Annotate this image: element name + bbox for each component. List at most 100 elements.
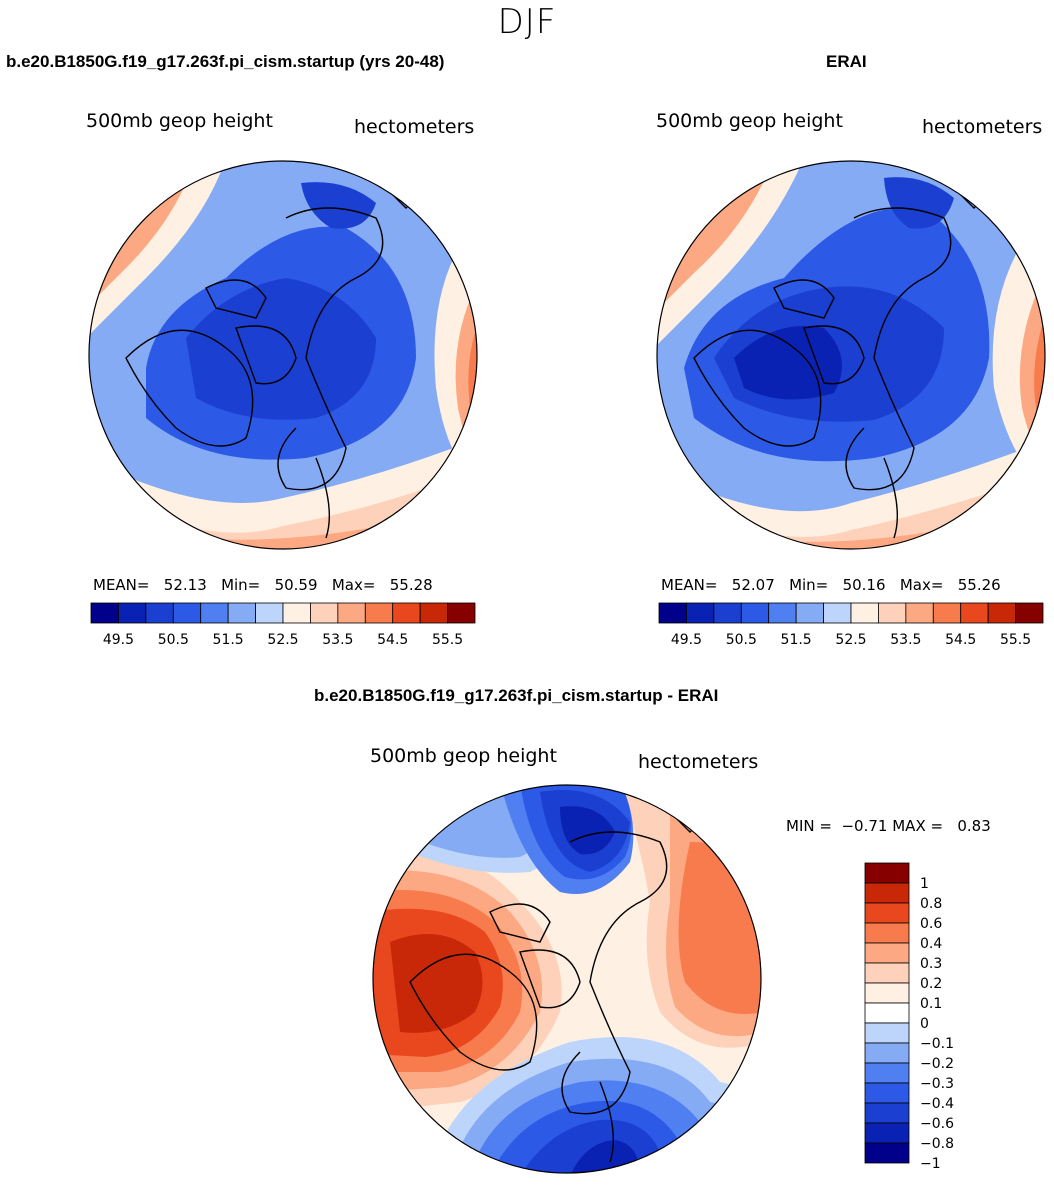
panel-3-colorbar-box [864, 1042, 910, 1064]
panel-3-colorbar-tick: −0.6 [920, 1116, 954, 1132]
panel-3-field [373, 785, 761, 1173]
panel-2-colorbar-box [740, 602, 770, 624]
panel-2-colorbar-tick: 54.5 [945, 632, 976, 648]
panel-1-colorbar-box [392, 602, 421, 624]
panel-3-min-value: −0.71 [841, 817, 888, 835]
panel-2-min-value: 50.16 [842, 576, 886, 594]
panel-2-title: ERAI [826, 52, 867, 71]
panel-2-colorbar-tick: 53.5 [890, 632, 921, 648]
panel-1-colorbar-box [255, 602, 284, 624]
panel-3-colorbar-box [864, 1142, 910, 1164]
panel-3-variable: 500mb geop height [370, 745, 557, 767]
panel-3-colorbar-box [864, 1002, 910, 1024]
panel-3-polar-map [372, 784, 762, 1174]
panel-2-colorbar-box [795, 602, 824, 624]
panel-3-colorbar-tick: 0.3 [920, 956, 942, 972]
panel-1-colorbar-box [364, 602, 394, 624]
panel-2-colorbar-box [823, 602, 852, 624]
panel-3-colorbar-tick: 0 [920, 1016, 929, 1032]
panel-3-min-label: MIN = [786, 817, 832, 835]
panel-1-field [89, 161, 477, 549]
panel-1-colorbar-box [145, 602, 174, 624]
panel-1-colorbar-box [172, 602, 202, 624]
panel-1-colorbar-box [447, 602, 476, 624]
panel-2-mean-label: MEAN= [661, 576, 718, 594]
panel-2-min-label: Min= [789, 576, 829, 594]
panel-2-polar-map [656, 160, 1046, 550]
panel-1-colorbar-tick: 50.5 [158, 632, 189, 648]
panel-3-colorbar-tick: 0.2 [920, 976, 942, 992]
panel-2-colorbar-tick: 52.5 [835, 632, 866, 648]
panel-3-colorbar-box [864, 862, 910, 884]
panel-3-colorbar-tick: 0.6 [920, 916, 942, 932]
panel-1-variable: 500mb geop height [86, 110, 273, 132]
panel-2-colorbar-box [768, 602, 797, 624]
panel-1-colorbar-tick: 54.5 [377, 632, 408, 648]
panel-1-colorbar: 49.550.551.552.553.554.555.556.5 [90, 602, 476, 648]
figure-title: DJF [497, 2, 557, 42]
panel-2-colorbar-box [713, 602, 742, 624]
panel-3-colorbar-box [864, 962, 910, 984]
panel-3-colorbar-box [864, 1062, 910, 1084]
panel-1-colorbar-tick: 51.5 [213, 632, 244, 648]
panel-1-mean-label: MEAN= [93, 576, 150, 594]
panel-3-colorbar-box [864, 922, 910, 944]
panel-1-max-value: 55.28 [389, 576, 433, 594]
panel-1-title: b.e20.B1850G.f19_g17.263f.pi_cism.startu… [6, 52, 445, 71]
panel-3-colorbar-tick: 0.1 [920, 996, 942, 1012]
panel-1-colorbar-box [282, 602, 311, 624]
panel-1-min-label: Min= [221, 576, 261, 594]
panel-2-mean-value: 52.07 [731, 576, 775, 594]
panel-2-max-value: 55.26 [957, 576, 1001, 594]
panel-3-colorbar-box [864, 902, 910, 924]
panel-2-units: hectometers [922, 116, 1043, 138]
panel-2-colorbar-box [905, 602, 934, 624]
panel-2-colorbar-box [932, 602, 962, 624]
panel-2-colorbar-box [686, 602, 715, 624]
panel-1-colorbar-box [90, 602, 119, 624]
panel-2-stats: MEAN= 52.07 Min= 50.16 Max= 55.26 [661, 576, 1001, 594]
panel-3-max-value: 0.83 [957, 817, 991, 835]
panel-3-colorbar-box [864, 1102, 910, 1124]
panel-2-colorbar-box [850, 602, 879, 624]
panel-1-colorbar-box [227, 602, 256, 624]
panel-1-colorbar-tick: 53.5 [322, 632, 353, 648]
panel-2-colorbar-tick: 51.5 [781, 632, 812, 648]
panel-3-colorbar-tick: −0.3 [920, 1076, 954, 1092]
panel-1-colorbar-box [419, 602, 448, 624]
panel-2-colorbar-box [878, 602, 907, 624]
panel-3-colorbar-box [864, 1122, 910, 1144]
panel-3-colorbar-tick: 1 [920, 876, 929, 892]
panel-1-colorbar-box [310, 602, 339, 624]
panel-3-colorbar-tick: 0.4 [920, 936, 942, 952]
panel-2-colorbar-box [1015, 602, 1044, 624]
panel-3-colorbar-box [864, 982, 910, 1004]
panel-2-colorbar-box [658, 602, 687, 624]
panel-3-colorbar-box [864, 1082, 910, 1104]
panel-1-colorbar-tick: 49.5 [103, 632, 134, 648]
panel-3-colorbar-tick: −0.8 [920, 1136, 954, 1152]
panel-1-polar-map [88, 160, 478, 550]
panel-3-colorbar-box [864, 1022, 910, 1044]
panel-1-mean-value: 52.13 [163, 576, 207, 594]
panel-3-colorbar-tick: −0.2 [920, 1056, 954, 1072]
panel-2-max-label: Max= [899, 576, 944, 594]
panel-1-colorbar-tick: 55.5 [432, 632, 463, 648]
panel-3-colorbar: 1 0.8 0.6 0.4 0.3 0.2 0.1 0 −0.1 −0.2 −0.3 −0.4 −0.6… [864, 862, 954, 1172]
panel-3-colorbar-tick: −0.4 [920, 1096, 954, 1112]
panel-2-colorbar: 49.550.551.552.553.554.555.556.5 [658, 602, 1044, 648]
panel-2-field [657, 161, 1045, 549]
panel-3-colorbar-tick: −0.1 [920, 1036, 954, 1052]
panel-1-stats: MEAN= 52.13 Min= 50.59 Max= 55.28 [93, 576, 433, 594]
panel-3-colorbar-box [864, 882, 910, 904]
panel-1-colorbar-tick: 52.5 [267, 632, 298, 648]
panel-2-coastlines [693, 187, 985, 539]
panel-3-stats: MIN = −0.71 MAX = 0.83 [786, 817, 991, 835]
panel-3-colorbar-tick: 0.8 [920, 896, 942, 912]
panel-2-colorbar-tick: 49.5 [671, 632, 702, 648]
panel-3-colorbar-tick: −1 [920, 1156, 941, 1172]
panel-3-max-label: MAX = [892, 817, 944, 835]
panel-2-variable: 500mb geop height [656, 110, 843, 132]
panel-3-colorbar-box [864, 942, 910, 964]
panel-1-coastlines [125, 187, 417, 539]
